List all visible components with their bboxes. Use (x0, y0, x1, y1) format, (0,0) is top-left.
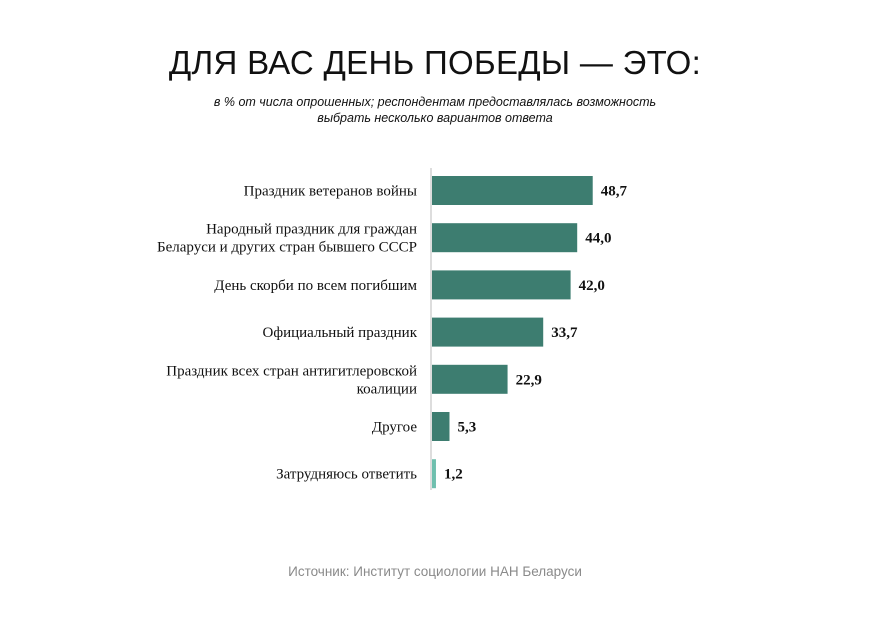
chart-title: ДЛЯ ВАС ДЕНЬ ПОБЕДЫ — ЭТО: (168, 44, 702, 81)
bar-5 (432, 364, 508, 394)
value-label-6: 5,3 (457, 420, 476, 436)
value-label-7: 1,2 (444, 467, 463, 483)
subtitle-line-2: выбрать несколько вариантов ответа (317, 111, 553, 125)
category-label-5-line-2: коалиции (357, 381, 417, 397)
value-label-4: 33,7 (551, 325, 578, 341)
bar-7 (432, 459, 436, 489)
bar-2 (432, 223, 578, 253)
bar-3 (432, 270, 571, 300)
value-label-2: 44,0 (585, 231, 611, 247)
bar-4 (432, 317, 544, 347)
category-label-2-line-2: Беларуси и других стран бывшего СССР (157, 240, 417, 256)
category-label-4: Официальный праздник (263, 325, 418, 341)
category-label-3: День скорби по всем погибшим (214, 278, 417, 294)
chart-subtitle: в % от числа опрошенных; респондентам пр… (185, 94, 685, 126)
subtitle-line-1: в % от числа опрошенных; респондентам пр… (213, 95, 657, 109)
value-label-3: 42,0 (579, 278, 605, 294)
source-note: Источник: Институт социологии НАН Белару… (288, 564, 582, 579)
bar-6 (432, 412, 450, 441)
value-label-5: 22,9 (516, 372, 542, 388)
category-label-1: Праздник ветеранов войны (244, 184, 417, 200)
bar-1 (432, 176, 593, 205)
category-label-7: Затрудняюсь ответить (276, 467, 417, 483)
category-label-5-line-1: Праздник всех стран антигитлеровской (166, 363, 417, 379)
category-label-6: Другое (372, 420, 417, 436)
value-label-1: 48,7 (601, 184, 628, 200)
category-label-2-line-1: Народный праздник для граждан (206, 222, 417, 238)
